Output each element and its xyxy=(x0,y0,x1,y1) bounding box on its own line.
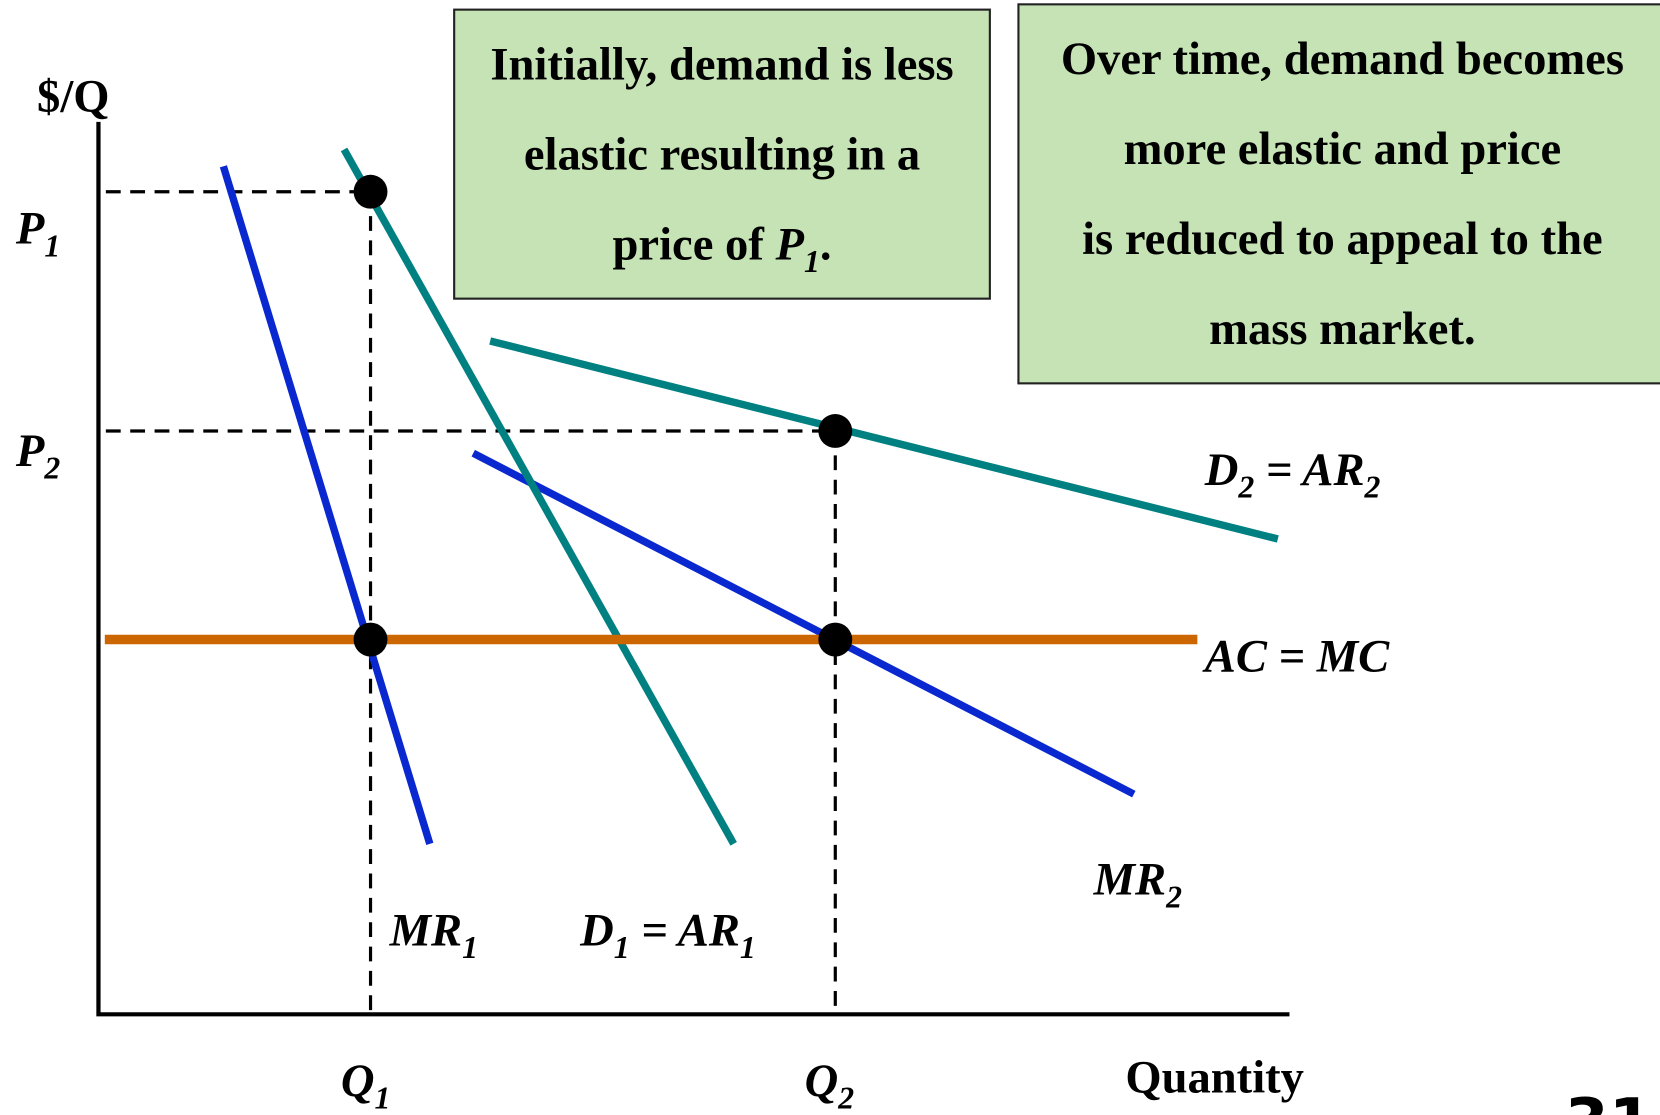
subscript: 1 xyxy=(804,244,820,279)
text-part: P xyxy=(775,218,805,270)
text-part: D xyxy=(579,905,614,957)
mr1-curve xyxy=(219,165,434,845)
subscript: 2 xyxy=(43,451,60,486)
box-text: Initially, demand is less xyxy=(490,39,953,91)
text-part: Over time, demand becomes xyxy=(1061,33,1624,85)
acmc-label: AC = MC xyxy=(1202,630,1390,682)
point xyxy=(818,622,853,657)
box-text: more elastic and price xyxy=(1124,123,1562,175)
box-text: price of P1. xyxy=(613,218,832,279)
box-text: Over time, demand becomes xyxy=(1061,33,1624,85)
subscript: 1 xyxy=(614,930,630,965)
page-number: 31 xyxy=(1565,1084,1653,1115)
mr2-curve xyxy=(471,449,1136,798)
subscript: 2 xyxy=(1237,470,1254,505)
points xyxy=(353,174,853,657)
text-part: Initially, demand is less xyxy=(490,39,953,91)
text-part: MR xyxy=(389,905,462,957)
q2-label: Q2 xyxy=(805,1055,855,1115)
text-part: . xyxy=(820,218,832,270)
q1-label: Q1 xyxy=(341,1055,391,1115)
text-part: D xyxy=(1204,444,1239,496)
guides xyxy=(105,190,837,1015)
text-part: mass market. xyxy=(1209,303,1475,355)
text-part: = AR xyxy=(1254,444,1364,496)
text-part: price of xyxy=(613,218,776,270)
subscript: 1 xyxy=(462,930,478,965)
box-text: elastic resulting in a xyxy=(524,128,920,180)
d1-curve xyxy=(340,147,737,846)
text-part: Q xyxy=(805,1055,839,1107)
text-part: = AR xyxy=(630,905,740,957)
text-part: AC = MC xyxy=(1202,630,1390,682)
text-part: MR xyxy=(1093,854,1166,906)
text-part: Q xyxy=(341,1055,375,1107)
d1-label: D1 = AR1 xyxy=(579,905,756,966)
subscript: 1 xyxy=(375,1081,391,1115)
box-text: is reduced to appeal to the xyxy=(1082,213,1603,265)
subscript: 1 xyxy=(740,930,756,965)
text-part: P xyxy=(15,425,45,477)
d2-curve xyxy=(489,337,1279,543)
text-part: is reduced to appeal to the xyxy=(1082,213,1603,265)
subscript: 2 xyxy=(1165,879,1182,914)
subscript: 2 xyxy=(837,1081,854,1115)
text-part: elastic resulting in a xyxy=(524,128,920,180)
mr1-label: MR1 xyxy=(389,905,478,966)
info-box xyxy=(1017,3,1660,385)
box-text: mass market. xyxy=(1209,303,1475,355)
subscript: 2 xyxy=(1364,470,1381,505)
d2-label: D2 = AR2 xyxy=(1204,444,1381,505)
p2-label: P2 xyxy=(15,425,60,486)
text-part: P xyxy=(15,203,45,255)
point xyxy=(818,414,853,448)
subscript: 1 xyxy=(44,228,60,263)
p1-label: P1 xyxy=(15,203,60,264)
point xyxy=(353,174,388,209)
point xyxy=(353,622,388,657)
x-axis-label: Quantity xyxy=(1125,1052,1304,1104)
y-axis-label: $/Q xyxy=(37,70,109,122)
text-part: more elastic and price xyxy=(1124,123,1562,175)
mr2-label: MR2 xyxy=(1093,854,1182,915)
axes xyxy=(96,121,1290,1017)
info-box xyxy=(453,8,991,300)
